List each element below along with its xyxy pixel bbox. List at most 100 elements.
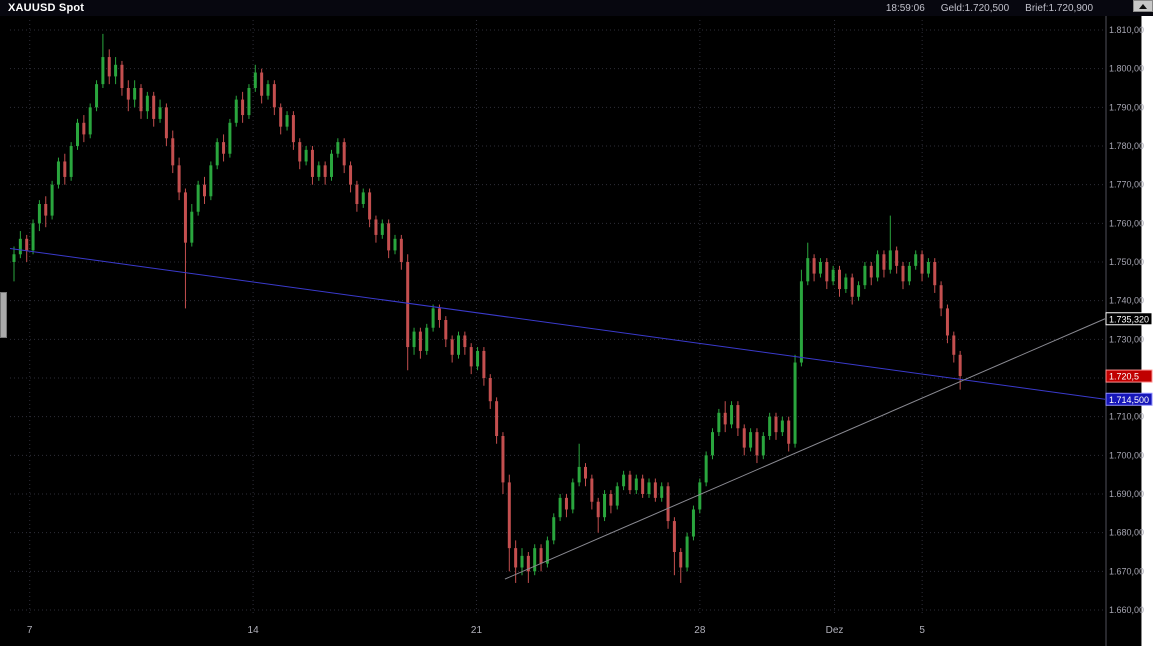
candle-body — [12, 254, 16, 262]
svg-text:28: 28 — [694, 625, 706, 636]
candle-body — [50, 184, 54, 216]
candle-body — [577, 466, 581, 483]
candle-body — [330, 153, 333, 177]
candle-body — [285, 115, 289, 127]
splitter-handle[interactable] — [0, 292, 7, 338]
candle-body — [203, 184, 206, 197]
candle-body — [723, 412, 727, 425]
svg-text:1.714,500: 1.714,500 — [1109, 395, 1149, 405]
candle-body — [279, 107, 283, 127]
candle-body — [698, 482, 702, 510]
candle-body — [120, 64, 124, 88]
candle-body — [672, 521, 676, 552]
candle-body — [838, 269, 841, 290]
candle-body — [749, 432, 753, 448]
candle-body — [793, 362, 797, 444]
candle-body — [495, 401, 499, 436]
candle-body — [463, 335, 467, 348]
candle-body — [171, 138, 175, 166]
candle-body — [526, 555, 530, 572]
candle-body — [812, 258, 816, 274]
candle-body — [44, 204, 48, 216]
date-axis: 7 14 21 28 Dez 5 — [27, 625, 925, 636]
candle-body — [641, 478, 645, 494]
candle-body — [336, 142, 340, 154]
svg-text:1.735,320: 1.735,320 — [1109, 314, 1149, 324]
trendline-ascending-support[interactable] — [504, 318, 1106, 580]
candle-body — [736, 405, 740, 429]
chart-background — [0, 16, 1141, 646]
candle-body — [939, 285, 943, 309]
candle-body — [349, 165, 353, 185]
candle-body — [787, 420, 791, 444]
svg-text:1.800,00: 1.800,00 — [1109, 64, 1144, 74]
svg-text:1.670,00: 1.670,00 — [1109, 566, 1144, 576]
candle-body — [222, 142, 226, 154]
svg-text:1.750,00: 1.750,00 — [1109, 257, 1144, 267]
candle-body — [520, 555, 524, 568]
svg-text:1.810,00: 1.810,00 — [1109, 25, 1144, 35]
svg-text:1.730,00: 1.730,00 — [1109, 334, 1144, 344]
candle-body — [25, 238, 29, 251]
candle-body — [533, 548, 537, 572]
svg-text:1.690,00: 1.690,00 — [1109, 489, 1144, 499]
candles-series — [12, 33, 962, 583]
candle-body — [323, 165, 327, 177]
candle-body — [653, 482, 657, 498]
candle-body — [552, 517, 556, 541]
candle-body — [209, 165, 213, 197]
candle-body — [761, 436, 765, 456]
svg-text:1.770,00: 1.770,00 — [1109, 180, 1144, 190]
candle-body — [609, 494, 613, 506]
candle-body — [431, 308, 435, 328]
candle-body — [476, 350, 480, 367]
candle-body — [564, 497, 568, 510]
candle-body — [317, 165, 321, 177]
candle-body — [660, 486, 664, 498]
candle-body — [469, 347, 473, 367]
quote-time: 18:59:06 — [885, 2, 925, 14]
candle-body — [628, 474, 632, 491]
bid-quote: Geld:1.720,500 — [940, 2, 1010, 14]
candle-body — [666, 486, 670, 522]
candle-body — [368, 192, 372, 220]
candle-body — [799, 281, 803, 363]
candle-body — [425, 327, 429, 351]
price-chart[interactable]: 1.810,00 1.800,00 1.790,00 1.780,00 1.770,00… — [0, 16, 1153, 646]
candle-body — [304, 149, 308, 162]
candle-body — [545, 540, 549, 564]
candle-body — [622, 474, 626, 487]
trendline-descending-resistance[interactable] — [9, 247, 1106, 400]
candle-body — [101, 57, 105, 85]
candle-body — [717, 412, 721, 433]
scroll-up-button[interactable] — [1133, 0, 1153, 12]
title-bar: XAUUSD Spot 18:59:06 Geld:1.720,500 Brie… — [0, 0, 1153, 16]
candle-body — [647, 482, 651, 494]
candle-body — [603, 494, 607, 518]
price-tag: 1.720,5 — [1105, 369, 1153, 383]
candle-body — [387, 223, 391, 251]
candle-body — [679, 552, 683, 568]
candle-body — [869, 265, 873, 278]
candle-body — [863, 265, 867, 286]
candle-body — [844, 277, 848, 290]
candle-body — [418, 331, 422, 351]
candle-body — [241, 99, 245, 116]
candle-body — [596, 501, 600, 518]
svg-text:1.700,00: 1.700,00 — [1109, 450, 1144, 460]
candle-body — [926, 262, 930, 274]
price-tag: 1.714,500 — [1105, 392, 1153, 406]
candle-body — [63, 161, 67, 177]
candle-body — [374, 219, 378, 235]
candle-body — [291, 115, 295, 143]
candle-body — [260, 72, 264, 96]
vertical-scrollbar[interactable] — [1141, 12, 1153, 646]
candle-body — [571, 482, 575, 510]
svg-text:1.720,5: 1.720,5 — [1109, 372, 1139, 382]
candle-body — [907, 265, 911, 282]
candle-body — [806, 258, 810, 282]
candle-body — [780, 420, 784, 433]
candle-body — [539, 548, 543, 564]
candle-body — [342, 142, 346, 166]
